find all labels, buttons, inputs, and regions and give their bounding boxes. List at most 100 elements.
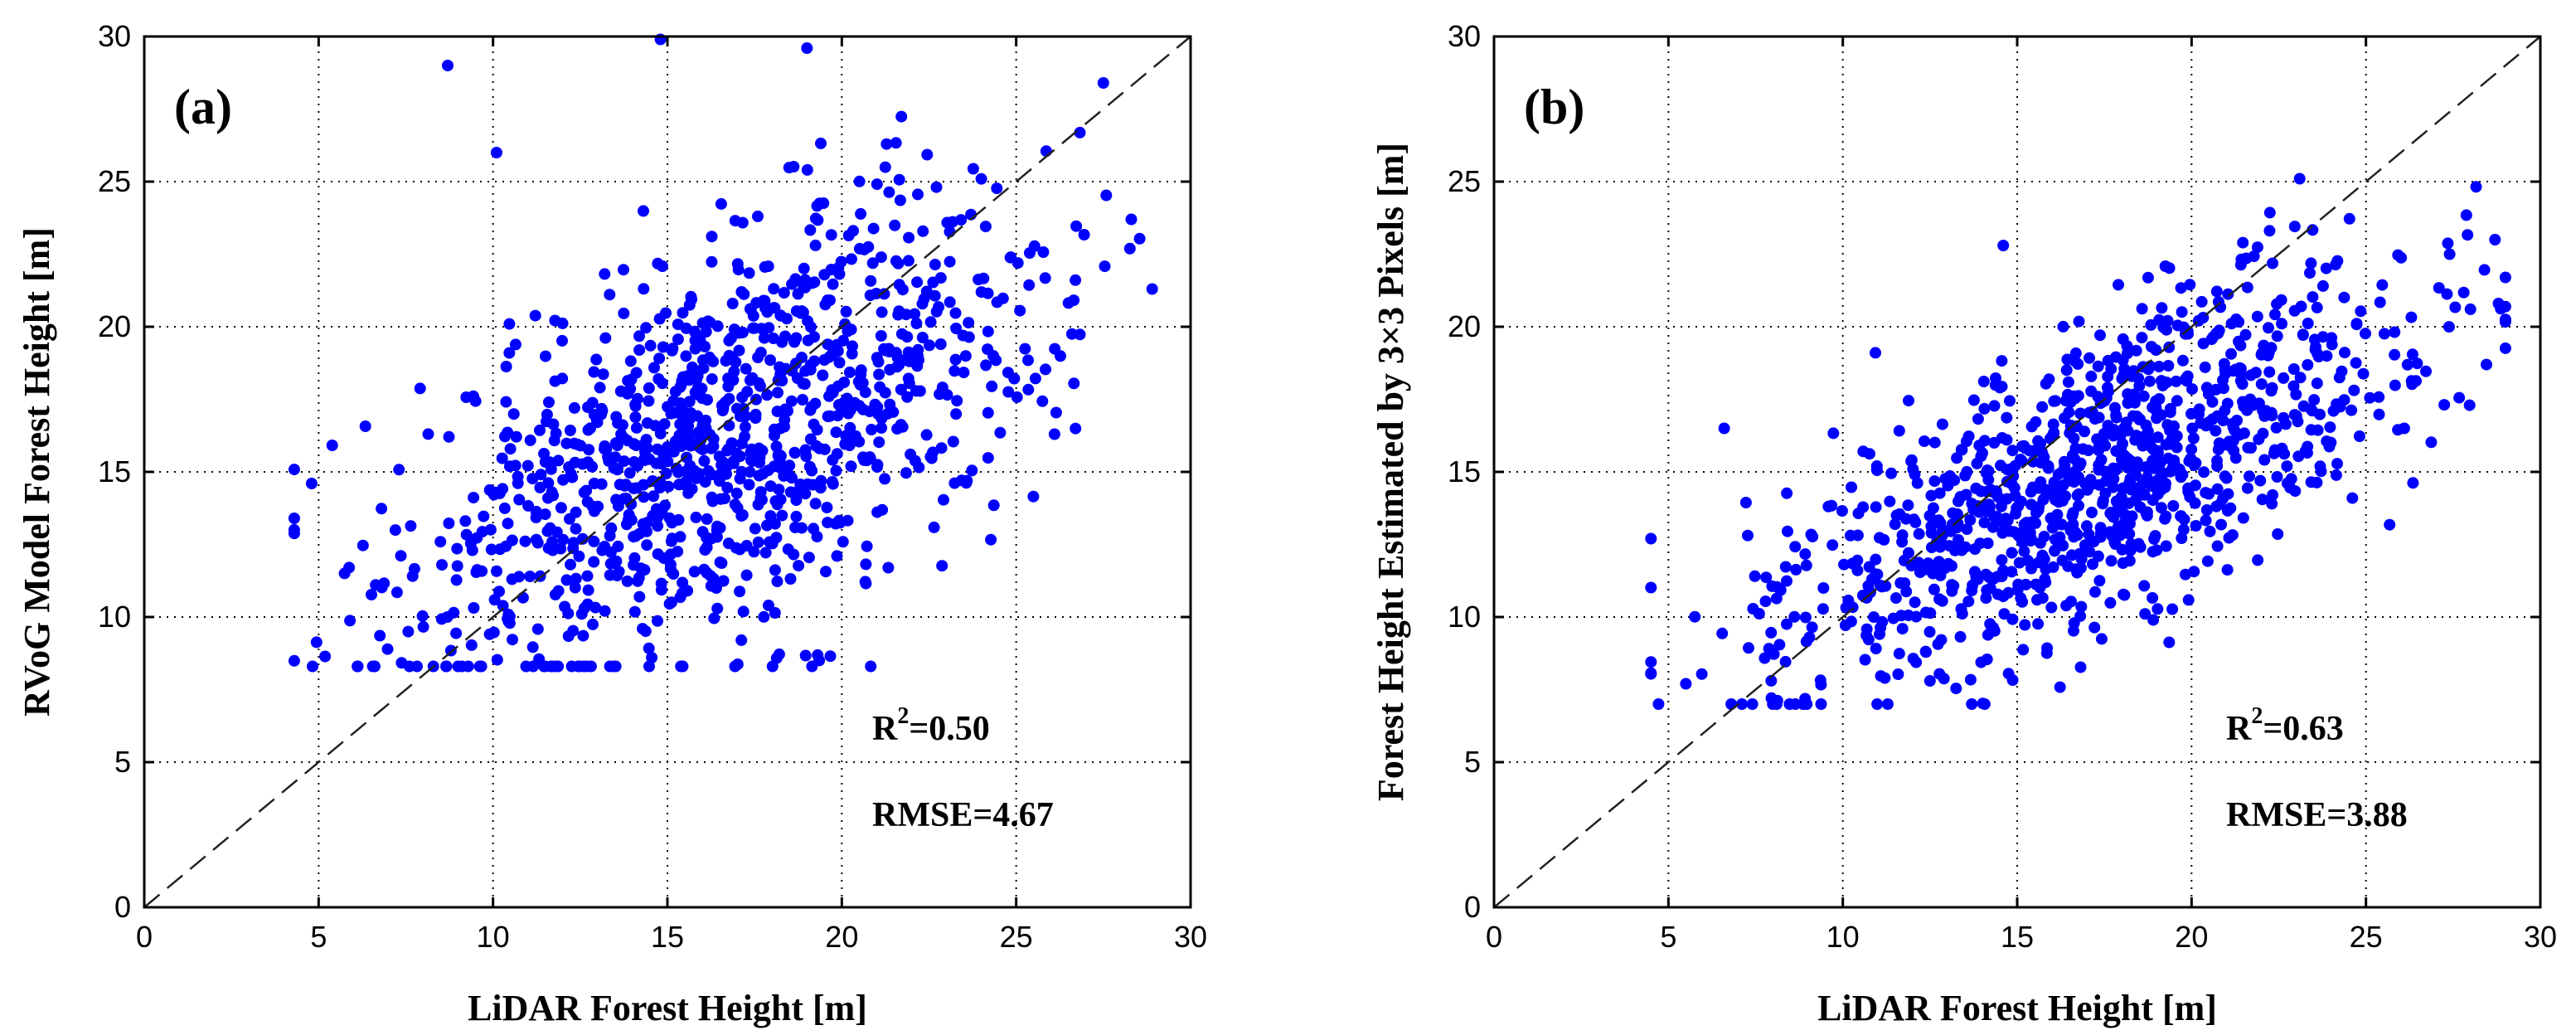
data-point-b bbox=[2227, 435, 2239, 447]
data-point-a bbox=[545, 660, 557, 673]
data-point-a bbox=[861, 540, 873, 552]
data-point-a bbox=[761, 519, 773, 532]
data-point-a bbox=[696, 354, 709, 367]
y-tick-label-a: 20 bbox=[98, 309, 131, 343]
data-point-b bbox=[1956, 444, 1968, 456]
data-point-a bbox=[581, 496, 594, 508]
rmse-b: RMSE=3.88 bbox=[2226, 796, 2408, 834]
y-tick-label-a: 10 bbox=[98, 600, 131, 634]
data-point-b bbox=[2186, 383, 2198, 396]
data-point-b bbox=[1972, 413, 1984, 425]
data-point-a bbox=[890, 137, 902, 149]
data-point-a bbox=[714, 556, 726, 568]
data-point-a bbox=[806, 464, 817, 477]
data-point-a bbox=[729, 660, 741, 673]
data-point-b bbox=[1996, 571, 2008, 583]
data-point-b bbox=[2104, 596, 2117, 609]
data-point-a bbox=[853, 435, 866, 448]
data-point-b bbox=[2113, 279, 2124, 291]
data-point-a bbox=[1011, 391, 1023, 403]
data-point-a bbox=[803, 552, 815, 564]
data-point-b bbox=[2043, 373, 2055, 386]
y-axis-label-a: RVoG Model Forest Height [m] bbox=[17, 227, 57, 717]
data-point-a bbox=[820, 566, 832, 578]
data-point-a bbox=[949, 307, 962, 319]
data-point-b bbox=[2006, 566, 2018, 578]
data-point-b bbox=[2073, 488, 2085, 500]
data-point-a bbox=[665, 535, 677, 547]
data-point-a bbox=[883, 343, 895, 355]
data-point-a bbox=[827, 278, 839, 290]
data-point-b bbox=[2234, 375, 2247, 387]
data-point-b bbox=[1852, 508, 1865, 520]
data-point-a bbox=[614, 385, 627, 397]
y-tick-label-b: 10 bbox=[1448, 600, 1481, 634]
data-point-a bbox=[569, 456, 581, 469]
data-point-a bbox=[769, 564, 781, 576]
data-point-b bbox=[2162, 452, 2175, 464]
data-point-a bbox=[672, 333, 684, 346]
data-point-a bbox=[564, 513, 575, 525]
data-point-b bbox=[1799, 548, 1812, 561]
data-point-b bbox=[2115, 498, 2127, 511]
data-point-a bbox=[768, 423, 780, 435]
y-tick-labels-a: 0 5 10 15 20 25 30 bbox=[98, 19, 131, 924]
data-point-a bbox=[754, 456, 765, 469]
data-point-a bbox=[747, 322, 759, 334]
data-point-a bbox=[288, 654, 300, 667]
data-point-a bbox=[736, 509, 749, 521]
data-point-a bbox=[326, 440, 338, 451]
data-point-a bbox=[936, 560, 948, 572]
data-point-b bbox=[2058, 455, 2070, 468]
data-point-a bbox=[690, 511, 702, 523]
data-point-a bbox=[776, 375, 788, 386]
data-point-a bbox=[522, 499, 535, 512]
data-point-a bbox=[889, 219, 901, 231]
data-point-b bbox=[2068, 624, 2079, 637]
data-point-a bbox=[531, 623, 544, 635]
data-point-a bbox=[680, 322, 692, 334]
data-point-a bbox=[959, 350, 972, 362]
data-point-b bbox=[2225, 318, 2238, 330]
data-point-a bbox=[805, 321, 817, 333]
data-point-a bbox=[639, 625, 652, 638]
data-point-a bbox=[1040, 363, 1051, 376]
data-point-b bbox=[2211, 460, 2224, 472]
data-point-b bbox=[2166, 603, 2179, 615]
data-point-a bbox=[597, 368, 609, 381]
data-point-b bbox=[2122, 425, 2134, 437]
data-point-b bbox=[1743, 642, 1754, 654]
data-point-b bbox=[2225, 347, 2237, 360]
data-point-b bbox=[2045, 601, 2058, 614]
data-point-a bbox=[599, 605, 611, 617]
data-point-a bbox=[677, 307, 689, 319]
data-point-b bbox=[1988, 400, 2001, 412]
data-point-b bbox=[1822, 500, 1835, 513]
data-point-a bbox=[498, 502, 511, 514]
data-point-a bbox=[1097, 77, 1109, 89]
data-point-b bbox=[2210, 328, 2223, 339]
data-point-a bbox=[880, 138, 893, 150]
data-point-a bbox=[698, 563, 711, 576]
data-point-b bbox=[2006, 613, 2019, 625]
data-point-a bbox=[1039, 272, 1051, 284]
data-point-a bbox=[958, 367, 970, 379]
data-point-b bbox=[1928, 475, 1941, 488]
data-point-a bbox=[916, 332, 929, 343]
data-point-b bbox=[1978, 517, 1991, 529]
data-point-b bbox=[1971, 457, 1983, 469]
data-point-a bbox=[628, 605, 641, 618]
data-point-b bbox=[2272, 528, 2284, 540]
data-point-b bbox=[2237, 512, 2249, 524]
x-tick-label-b: 25 bbox=[2350, 920, 2383, 954]
data-point-a bbox=[604, 289, 616, 301]
data-point-b bbox=[1759, 595, 1772, 608]
data-point-b bbox=[2153, 393, 2166, 405]
data-point-b bbox=[1933, 487, 1946, 499]
data-point-a bbox=[502, 426, 514, 439]
data-point-b bbox=[2241, 281, 2253, 294]
data-point-b bbox=[2462, 229, 2474, 241]
data-point-a bbox=[443, 430, 455, 443]
data-point-a bbox=[567, 542, 580, 555]
data-point-b bbox=[2460, 209, 2472, 221]
